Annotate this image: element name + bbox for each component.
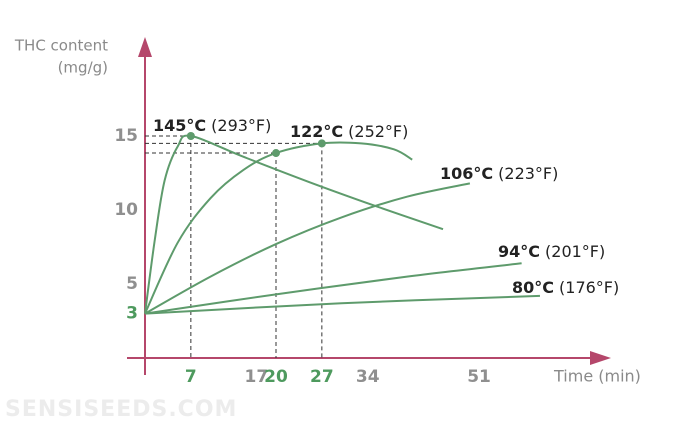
y-axis-label: (mg/g) [58, 59, 108, 77]
series-name: 106°C [440, 164, 493, 183]
series-fahrenheit: (293°F) [211, 116, 271, 135]
line [144, 182, 471, 315]
x-tick-label: 27 [310, 367, 334, 387]
x-axis-arrow [590, 351, 611, 365]
marker-point [272, 149, 280, 158]
series-label: 106°C (223°F) [440, 164, 558, 183]
series-fahrenheit: (201°F) [545, 242, 605, 261]
x-tick-label: 51 [467, 367, 491, 387]
watermark: SENSISEEDS.COM [5, 397, 237, 422]
x-tick-label: 20 [264, 367, 288, 387]
line [144, 262, 522, 315]
x-axis-label: Time (min) [553, 367, 641, 386]
series-name: 122°C [290, 122, 343, 141]
x-tick-label: 34 [356, 367, 380, 387]
y-tick-label: 3 [126, 304, 138, 324]
y-axis-arrow [138, 37, 152, 57]
y-tick-label: 10 [114, 200, 138, 220]
line [144, 141, 413, 315]
series-fahrenheit: (176°F) [559, 278, 619, 297]
marker-point [186, 132, 195, 140]
series-fahrenheit: (223°F) [498, 164, 558, 183]
series-name: 80°C [512, 278, 554, 297]
series-name: 145°C [153, 116, 206, 135]
y-tick-label: 5 [126, 274, 138, 294]
marker-point [317, 139, 326, 148]
series-label: 145°C (293°F) [153, 116, 271, 135]
y-tick-label: 15 [114, 126, 138, 146]
y-axis-label: THC content [14, 37, 108, 55]
line [144, 294, 541, 315]
x-tick-label: 7 [185, 367, 197, 387]
series-name: 94°C [498, 242, 540, 261]
series-fahrenheit: (252°F) [348, 122, 408, 141]
series-label: 122°C (252°F) [290, 122, 408, 141]
series-label: 94°C (201°F) [498, 242, 605, 261]
x-tick-label: 17 [245, 367, 269, 387]
series-label: 80°C (176°F) [512, 278, 619, 297]
